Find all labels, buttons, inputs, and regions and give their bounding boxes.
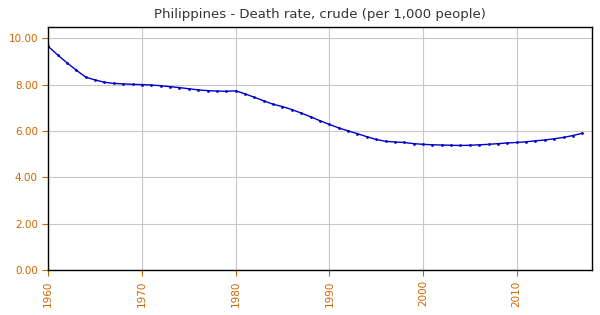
Title: Philippines - Death rate, crude (per 1,000 people): Philippines - Death rate, crude (per 1,0… bbox=[154, 8, 486, 21]
